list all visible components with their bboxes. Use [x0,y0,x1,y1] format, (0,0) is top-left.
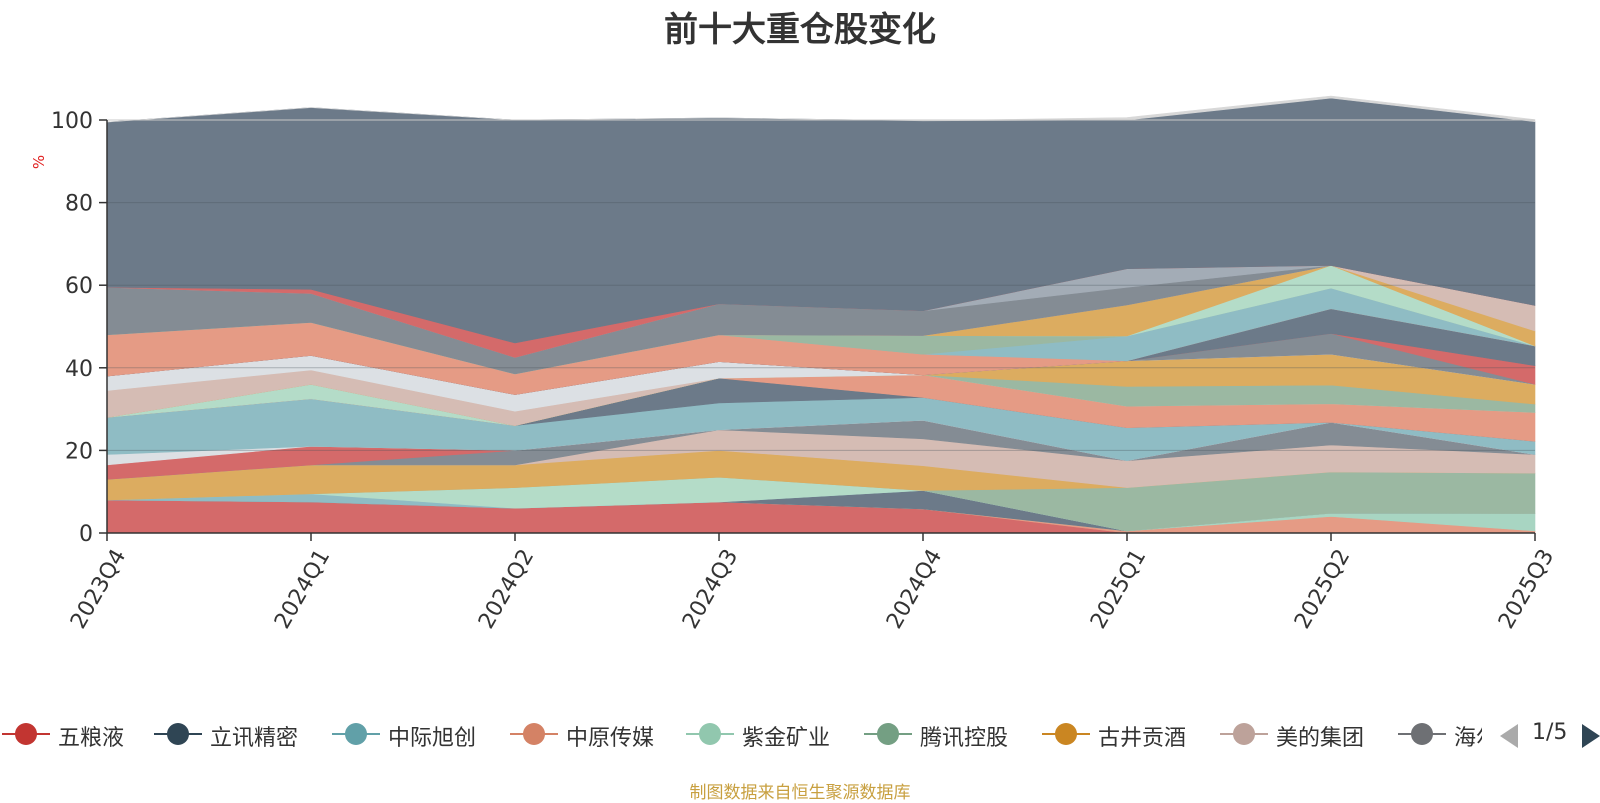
chart-title: 前十大重仓股变化 [664,10,936,50]
legend-label: 腾讯控股 [920,726,1009,751]
legend-marker-icon [1042,723,1090,745]
area-layers [106,95,1536,534]
x-tick-label: 2024Q3 [678,545,743,633]
x-tick-label: 2024Q1 [270,545,335,633]
legend-label: 古井贡酒 [1098,726,1187,751]
legend-marker-icon [2,723,50,745]
legend-marker-icon [510,723,558,745]
y-tick-label: 40 [65,357,93,382]
legend-label: 海尔智家 [1454,726,1482,751]
data-source-note: 制图数据来自恒生聚源数据库 [689,783,911,803]
legend-next-page-icon[interactable] [1580,722,1600,750]
y-tick-label: 0 [79,522,93,547]
area-series-33 [106,95,1536,123]
legend-page-indicator: 1/5 [1532,720,1568,745]
legend-marker-icon [332,723,380,745]
legend-label: 中原传媒 [566,726,655,751]
legend-marker-icon [1398,723,1446,745]
legend-marker-icon [1220,723,1268,745]
x-tick-label: 2025Q1 [1086,545,1151,633]
x-tick-label: 2024Q2 [474,545,539,633]
legend-label: 中际旭创 [388,726,477,751]
x-tick-label: 2025Q3 [1494,545,1559,633]
stacked-area-chart: 0 20 40 60 80 100 2023Q4 2024Q1 2024Q2 2024Q3 2024… [30,95,1559,633]
x-tick-label: 2024Q4 [882,545,947,633]
legend-label: 紫金矿业 [742,726,831,751]
x-tick-label: 2025Q2 [1290,545,1355,633]
grid-lines [107,119,1535,451]
legend-items: 五粮液 立讯精密 中际旭创 中原传媒 紫金矿业 腾讯控股 古井贡酒 美的集团 海尔智家 [0,712,1482,756]
y-tick-label: 20 [65,439,93,464]
legend-marker-icon [864,723,912,745]
legend-marker-icon [154,723,202,745]
legend-prev-page-icon[interactable] [1498,722,1520,750]
y-tick-label: 100 [51,109,93,134]
legend-label: 五粮液 [58,726,125,751]
y-axis-label: % [30,155,48,169]
x-tick-label: 2023Q4 [66,545,131,633]
y-tick-label: 80 [65,192,93,217]
legend: 五粮液 立讯精密 中际旭创 中原传媒 紫金矿业 腾讯控股 古井贡酒 美的集团 海尔智家 [0,712,1600,756]
legend-marker-icon [686,723,734,745]
y-tick-label: 60 [65,274,93,299]
legend-label: 美的集团 [1276,726,1365,751]
legend-label: 立讯精密 [210,726,299,751]
